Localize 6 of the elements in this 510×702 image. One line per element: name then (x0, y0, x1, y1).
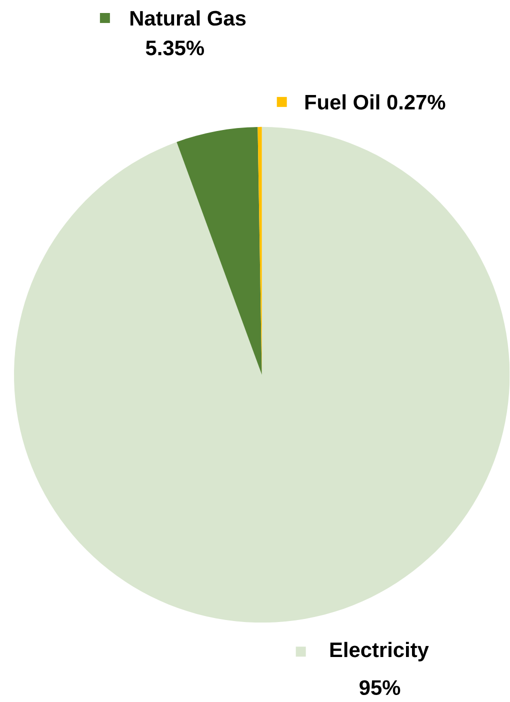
legend-label: Natural Gas (130, 10, 246, 26)
data-label: 5.35% (146, 40, 204, 56)
data-label: 95% (360, 680, 400, 696)
data-label: 0.27% (387, 94, 446, 110)
legend-label: Electricity (330, 642, 429, 662)
legend-label: Fuel Oil (306, 94, 380, 110)
